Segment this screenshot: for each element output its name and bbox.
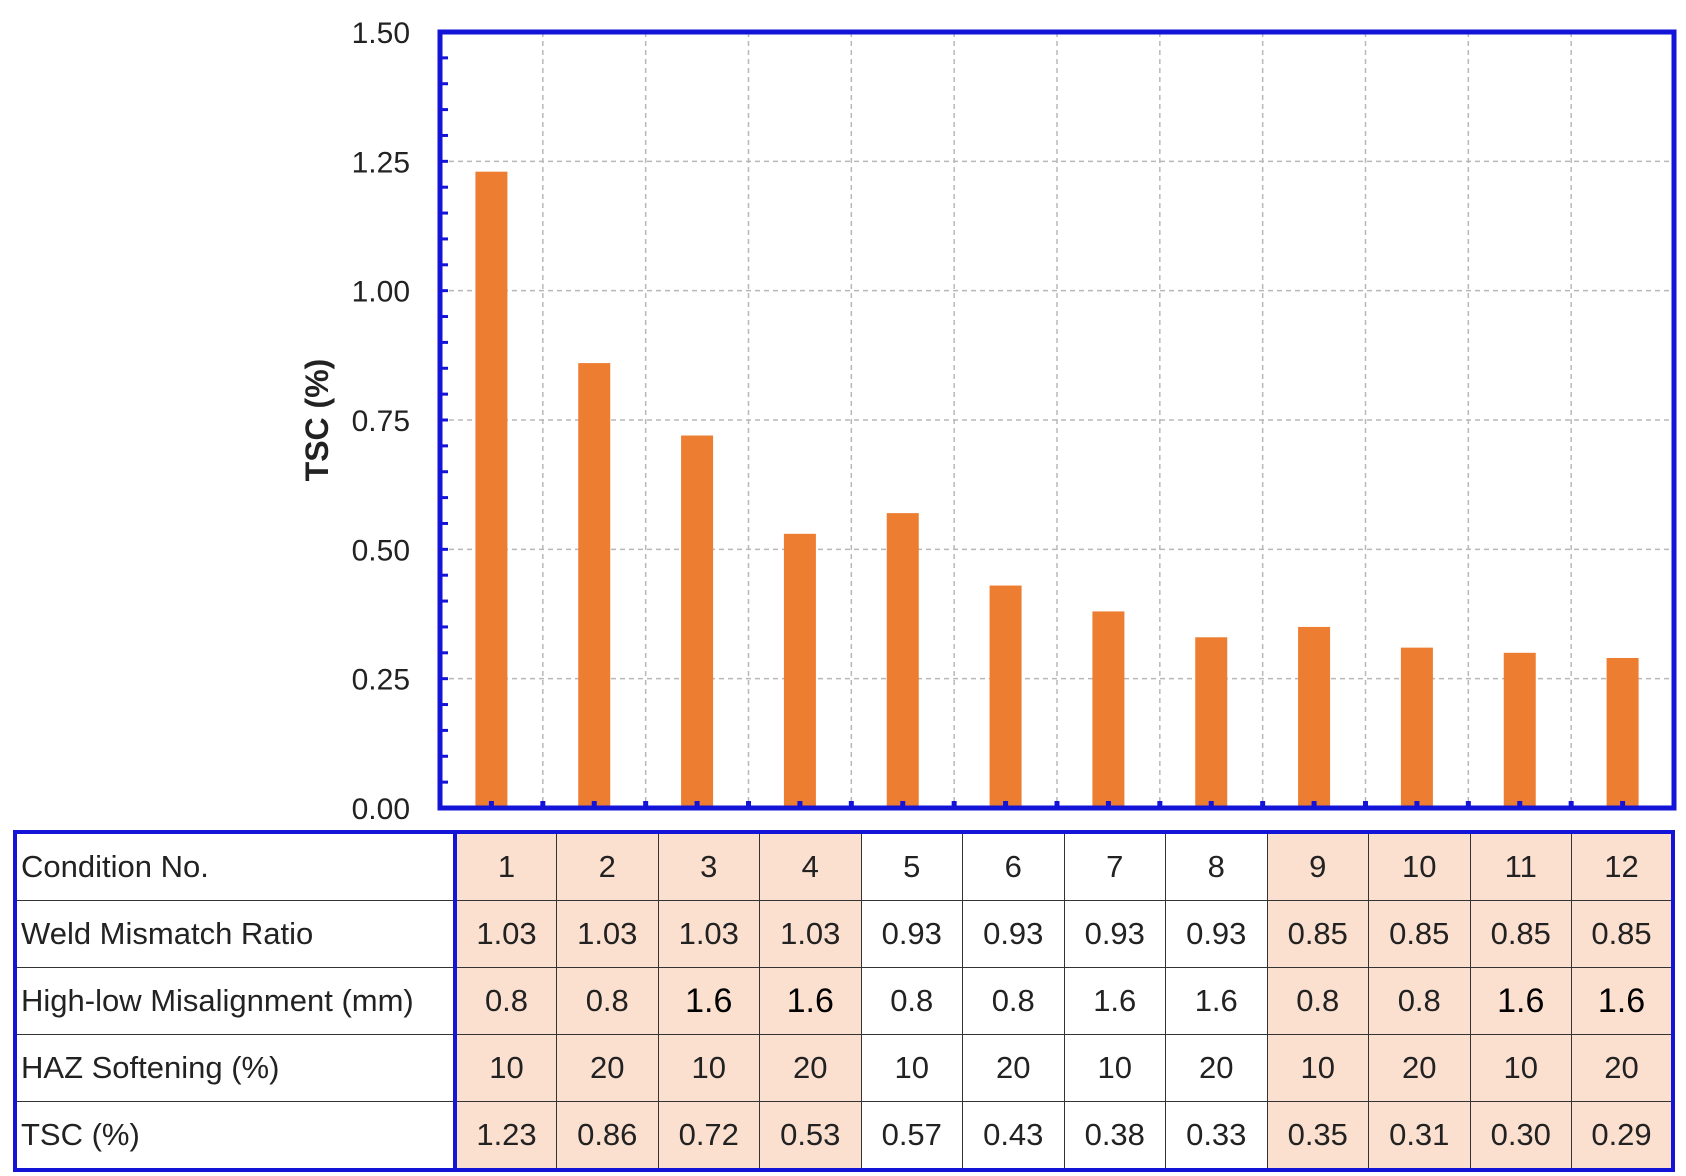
table-cell: 0.30 [1469,1101,1572,1171]
table-cell: 12 [1571,831,1674,901]
table-cell: 20 [759,1034,862,1102]
bar-condition-2 [578,363,611,808]
table-row: HAZ Softening (%) 10 20 10 20 10 20 10 20 10 20 10 2… [14,1034,1674,1102]
table-cell: 10 [860,1034,963,1102]
table-row: Condition No. 1 2 3 4 5 6 7 8 9 10 11 12 [14,831,1674,901]
table-cell: 1.6 [1165,967,1268,1035]
row-label: Weld Mismatch Ratio [14,900,457,968]
table-cell: 10 [1266,1034,1369,1102]
bar-condition-5 [886,513,919,808]
bar-condition-9 [1298,626,1331,808]
table-cell: 20 [1165,1034,1268,1102]
table-cell: 1 [454,831,557,901]
table-cell: 1.6 [1469,967,1572,1035]
row-label: Condition No. [14,831,457,901]
bar-condition-1 [475,171,508,808]
bar-chart: 0.00 0.25 0.50 0.75 1.00 1.25 1.50 TSC (%) [299,17,1677,826]
table-cell: 0.85 [1266,900,1369,968]
table-cell: 0.8 [962,967,1065,1035]
table-cell: 0.53 [759,1101,862,1171]
table-cell: 0.8 [556,967,659,1035]
table-cell: 0.86 [556,1101,659,1171]
table-cell: 4 [759,831,862,901]
table-cell: 1.6 [759,967,862,1035]
row-label: HAZ Softening (%) [14,1034,457,1102]
table-cell: 0.8 [1368,967,1471,1035]
table-cell: 0.43 [962,1101,1065,1171]
table-cell: 0.31 [1368,1101,1471,1171]
table-cell: 10 [657,1034,760,1102]
table-cell: 9 [1266,831,1369,901]
chart-grid [440,32,1674,808]
table-row: Weld Mismatch Ratio 1.03 1.03 1.03 1.03 0.93 0… [14,900,1674,968]
table-cell: 0.8 [454,967,557,1035]
table-cell: 0.33 [1165,1101,1268,1171]
table-cell: 10 [454,1034,557,1102]
table-cell: 0.29 [1571,1101,1674,1171]
table-cell: 2 [556,831,659,901]
table-cell: 0.72 [657,1101,760,1171]
table-cell: 20 [556,1034,659,1102]
row-label: High-low Misalignment (mm) [14,967,457,1035]
table-cell: 3 [657,831,760,901]
y-tick-label: 0.25 [352,664,410,697]
table-cell: 0.93 [1063,900,1166,968]
table-cell: 0.35 [1266,1101,1369,1171]
y-axis-title: TSC (%) [299,359,335,482]
table-cell: 1.03 [759,900,862,968]
table-cell: 0.8 [860,967,963,1035]
table-cell: 11 [1469,831,1572,901]
chart-bars [475,171,1639,808]
y-tick-label: 1.00 [352,276,410,309]
table-cell: 10 [1063,1034,1166,1102]
y-axis-ticks: 0.00 0.25 0.50 0.75 1.00 1.25 1.50 [352,17,448,826]
table-cell: 0.85 [1469,900,1572,968]
table-cell: 0.57 [860,1101,963,1171]
bar-condition-10 [1400,647,1433,808]
y-tick-label: 0.00 [352,793,410,826]
table-cell: 10 [1368,831,1471,901]
bar-condition-12 [1606,657,1639,808]
table-row: TSC (%) 1.23 0.86 0.72 0.53 0.57 0.43 0.38 0.33 0… [14,1101,1674,1171]
table-cell: 5 [860,831,963,901]
table-cell: 0.93 [860,900,963,968]
table-cell: 20 [1571,1034,1674,1102]
table-cell: 0.38 [1063,1101,1166,1171]
table-cell: 0.85 [1571,900,1674,968]
table-cell: 1.03 [556,900,659,968]
y-tick-label: 1.50 [352,17,410,50]
y-tick-label: 0.50 [352,534,410,567]
table-cell: 6 [962,831,1065,901]
table-cell: 1.03 [454,900,557,968]
table-cell: 0.8 [1266,967,1369,1035]
table-cell: 0.93 [1165,900,1268,968]
table-cell: 0.85 [1368,900,1471,968]
y-tick-label: 0.75 [352,405,410,438]
bar-condition-7 [1092,611,1125,808]
table-cell: 20 [1368,1034,1471,1102]
table-cell: 0.93 [962,900,1065,968]
table-cell: 20 [962,1034,1065,1102]
table-cell: 1.03 [657,900,760,968]
table-cell: 1.6 [1571,967,1674,1035]
table-cell: 8 [1165,831,1268,901]
table-row: High-low Misalignment (mm) 0.8 0.8 1.6 1.6 0.… [14,967,1674,1035]
bar-condition-11 [1503,652,1536,808]
table-cell: 1.23 [454,1101,557,1171]
table-cell: 1.6 [1063,967,1166,1035]
conditions-table: Condition No. 1 2 3 4 5 6 7 8 9 10 11 12 Weld Mismatc… [13,830,1675,1172]
bar-condition-3 [681,435,714,808]
plot-frame [437,29,1677,811]
bar-condition-6 [989,585,1022,808]
y-tick-label: 1.25 [352,146,410,179]
row-label: TSC (%) [14,1101,457,1171]
table-cell: 10 [1469,1034,1572,1102]
bar-condition-4 [783,533,816,808]
table-cell: 1.6 [657,967,760,1035]
bar-condition-8 [1195,637,1228,808]
table-cell: 7 [1063,831,1166,901]
